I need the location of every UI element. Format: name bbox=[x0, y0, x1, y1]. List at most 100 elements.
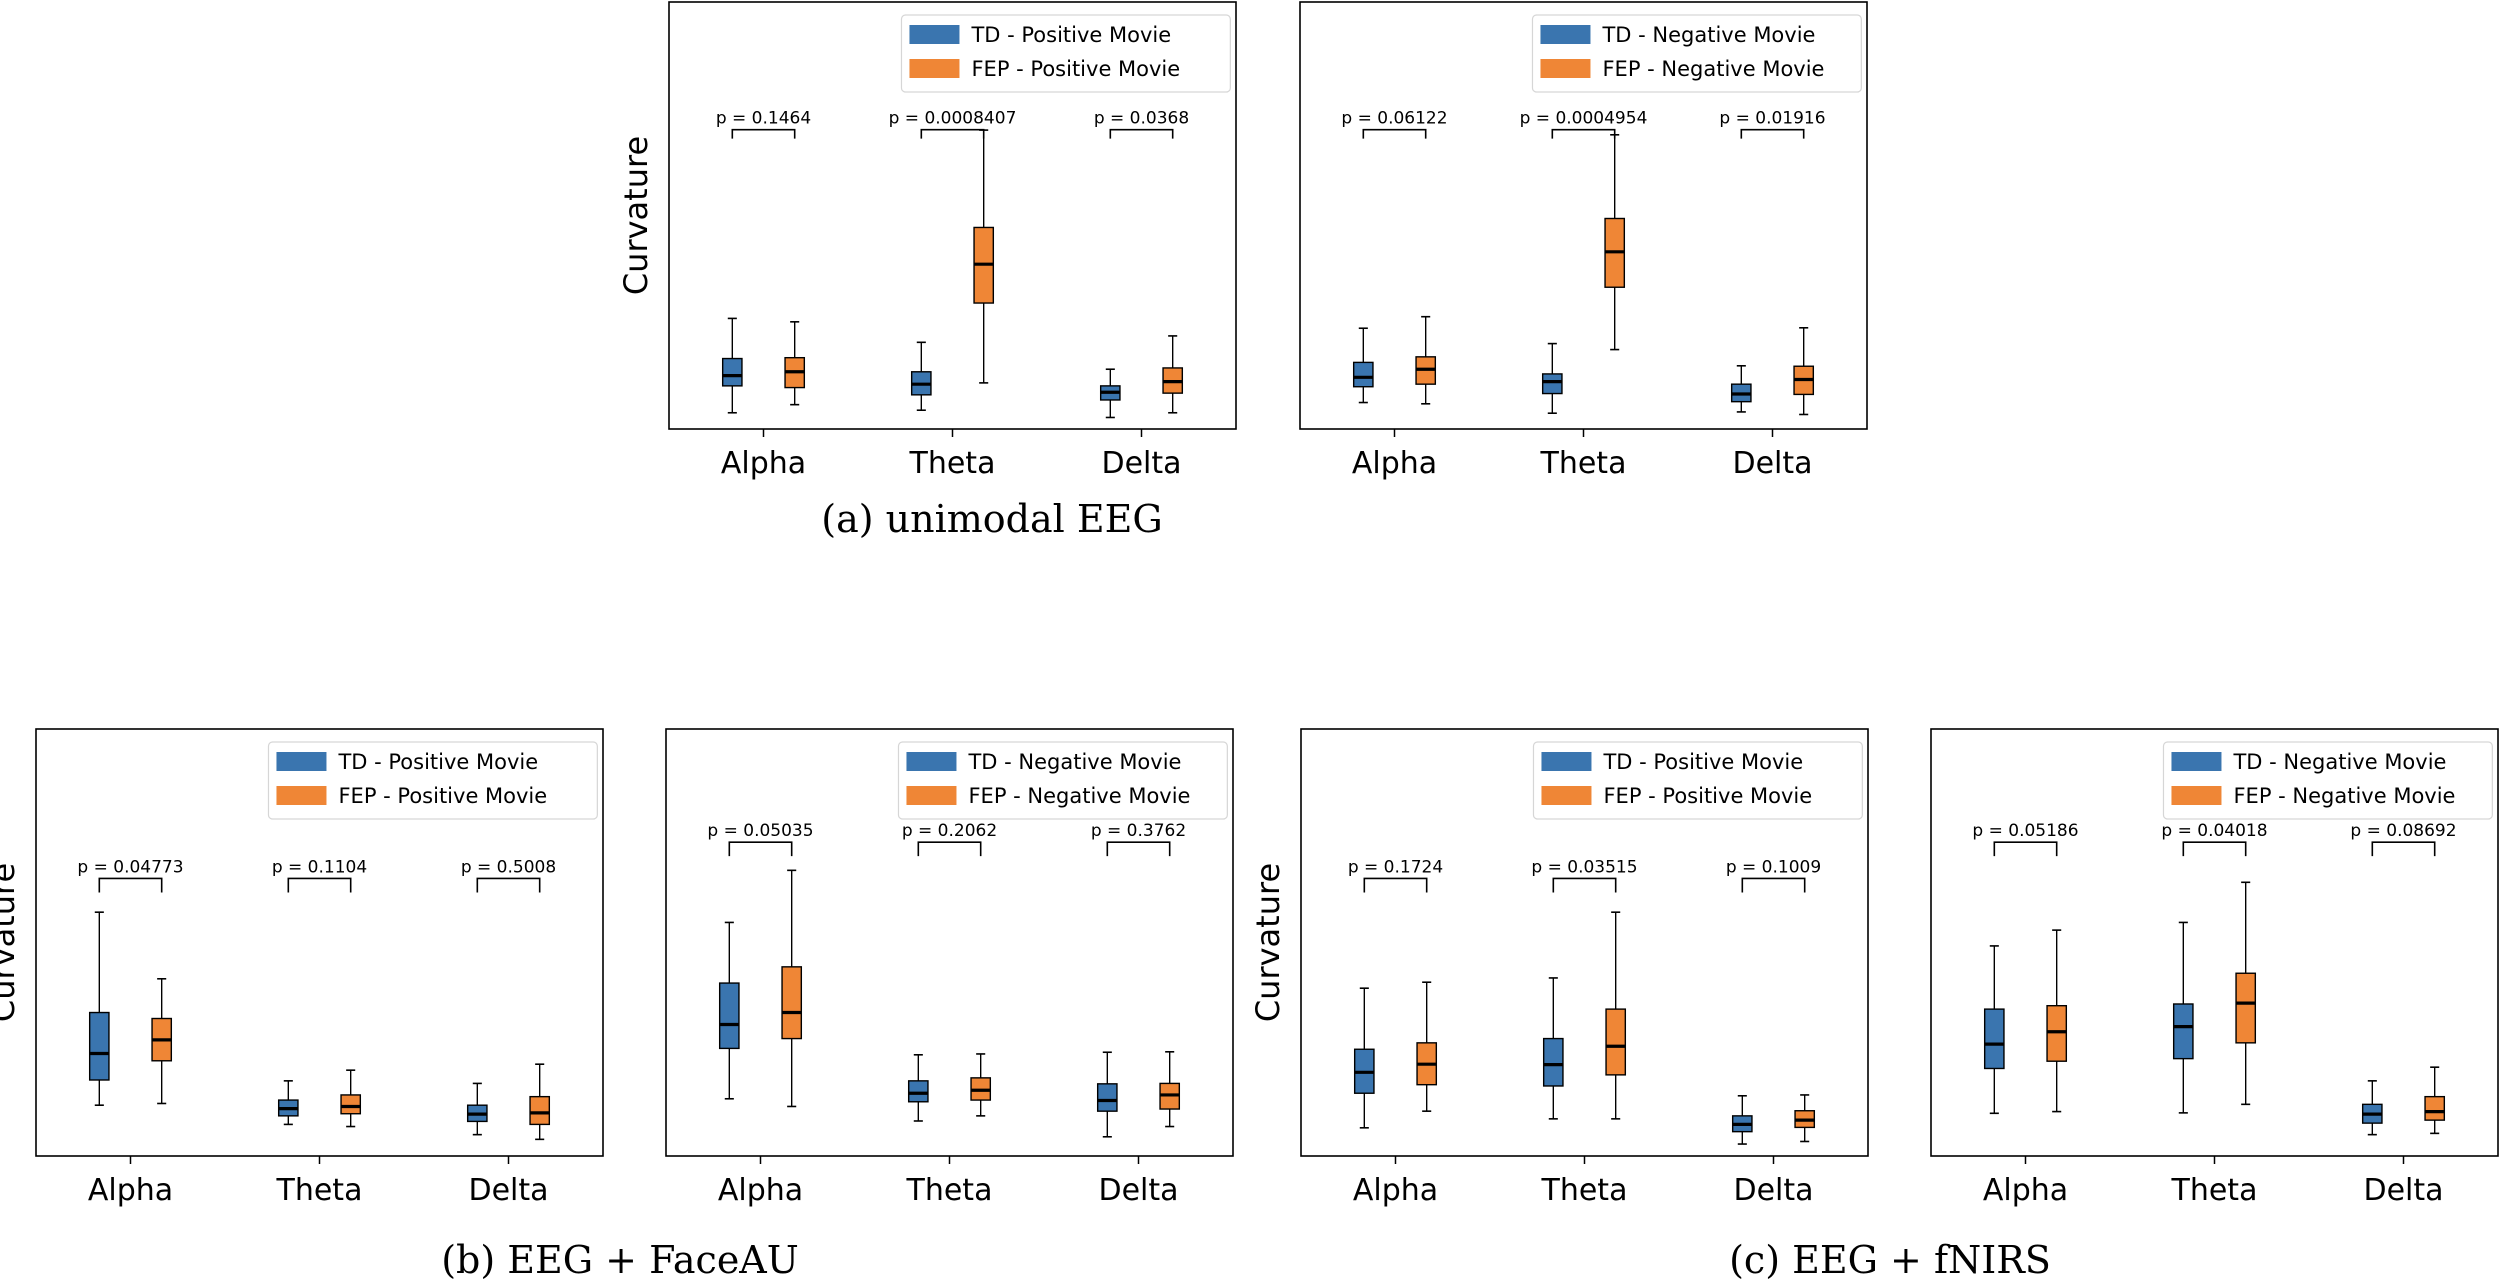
significance-bracket bbox=[2371, 841, 2436, 857]
box-td-alpha bbox=[88, 911, 110, 1106]
significance-bracket bbox=[920, 128, 985, 139]
box-fep-delta bbox=[2424, 1066, 2446, 1135]
iqr-box bbox=[340, 1094, 362, 1115]
x-tick-label: Alpha bbox=[721, 446, 806, 481]
box-td-delta bbox=[1099, 368, 1121, 419]
box-td-theta bbox=[1542, 977, 1564, 1120]
x-tick-label: Delta bbox=[1732, 446, 1812, 481]
box-td-theta bbox=[2172, 921, 2194, 1114]
box-fep-alpha bbox=[151, 977, 173, 1105]
p-value-label: p = 0.0008407 bbox=[889, 109, 1017, 129]
legend: TD - Positive Movie FEP - Positive Movie bbox=[1532, 741, 1863, 820]
p-value-label: p = 0.5008 bbox=[461, 857, 556, 877]
x-tick-label: Theta bbox=[909, 446, 996, 481]
legend-label: TD - Positive Movie bbox=[1602, 750, 1803, 774]
box-td-theta bbox=[907, 1054, 929, 1122]
significance-bracket bbox=[1740, 128, 1805, 139]
legend: TD - Positive Movie FEP - Positive Movie bbox=[267, 741, 598, 820]
p-value-label: p = 0.1104 bbox=[272, 857, 367, 877]
box-fep-delta bbox=[1794, 1094, 1816, 1143]
p-value-label: p = 0.08692 bbox=[2350, 821, 2456, 841]
x-tick-label: Theta bbox=[906, 1173, 993, 1208]
legend-swatch-td bbox=[276, 752, 327, 771]
significance-bracket bbox=[1363, 877, 1428, 893]
significance-bracket bbox=[1551, 128, 1616, 139]
legend-label: FEP - Negative Movie bbox=[968, 784, 1190, 808]
significance-bracket bbox=[1109, 128, 1174, 139]
p-value-label: p = 0.04773 bbox=[77, 857, 183, 877]
legend-swatch-td bbox=[906, 752, 957, 771]
legend-frame bbox=[267, 741, 598, 820]
box-fep-theta bbox=[1605, 911, 1627, 1120]
legend-label: TD - Negative Movie bbox=[967, 750, 1181, 774]
p-value-label: p = 0.1724 bbox=[1348, 857, 1443, 877]
significance-bracket bbox=[476, 877, 541, 893]
p-value-label: p = 0.0368 bbox=[1094, 109, 1189, 129]
significance-bracket bbox=[1741, 877, 1806, 893]
legend-swatch-td bbox=[909, 25, 960, 44]
iqr-box bbox=[1983, 1008, 2005, 1070]
iqr-box bbox=[2235, 972, 2257, 1044]
box-fep-alpha bbox=[784, 321, 806, 406]
legend-label: FEP - Positive Movie bbox=[338, 784, 547, 808]
legend-frame bbox=[1532, 741, 1863, 820]
iqr-box bbox=[529, 1095, 551, 1126]
iqr-box bbox=[907, 1080, 929, 1103]
significance-bracket bbox=[728, 841, 793, 857]
p-value-label: p = 0.1464 bbox=[716, 109, 811, 129]
p-value-label: p = 0.01916 bbox=[1719, 109, 1825, 129]
legend: TD - Negative Movie FEP - Negative Movie bbox=[2162, 741, 2493, 820]
significance-bracket bbox=[731, 128, 796, 139]
iqr-box bbox=[2424, 1095, 2446, 1121]
iqr-box bbox=[718, 982, 740, 1050]
significance-bracket bbox=[287, 877, 352, 893]
iqr-box bbox=[1605, 1008, 1627, 1076]
panel-c-1: Curvature Alpha Theta Delta p = 0.1724 p = 0.… bbox=[1249, 728, 1869, 1208]
y-axis-label: Curvature bbox=[617, 136, 655, 295]
box-fep-delta bbox=[1159, 1051, 1181, 1128]
box-fep-theta bbox=[340, 1069, 362, 1128]
legend-swatch-td bbox=[1541, 752, 1592, 771]
legend: TD - Positive Movie FEP - Positive Movie bbox=[900, 14, 1231, 93]
legend-frame bbox=[1531, 14, 1862, 93]
y-axis-label: Curvature bbox=[1249, 863, 1287, 1022]
significance-bracket bbox=[1552, 877, 1617, 893]
legend-frame bbox=[897, 741, 1228, 820]
panel-c-2: Alpha Theta Delta p = 0.05186 p = 0.04018 p =… bbox=[1930, 728, 2499, 1208]
box-fep-alpha bbox=[1415, 315, 1437, 405]
p-value-label: p = 0.06122 bbox=[1341, 109, 1447, 129]
box-td-delta bbox=[1096, 1051, 1118, 1138]
box-fep-alpha bbox=[1416, 981, 1438, 1112]
x-tick-label: Delta bbox=[1098, 1173, 1178, 1208]
significance-bracket bbox=[1362, 128, 1427, 139]
legend-label: TD - Positive Movie bbox=[337, 750, 538, 774]
box-td-alpha bbox=[1983, 945, 2005, 1115]
x-tick-label: Alpha bbox=[718, 1173, 803, 1208]
p-value-label: p = 0.3762 bbox=[1091, 821, 1186, 841]
iqr-box bbox=[2046, 1004, 2068, 1062]
box-fep-delta bbox=[529, 1063, 551, 1141]
box-fep-alpha bbox=[781, 869, 803, 1108]
p-value-label: p = 0.03515 bbox=[1531, 857, 1637, 877]
p-value-label: p = 0.1009 bbox=[1726, 857, 1821, 877]
box-td-delta bbox=[1731, 1094, 1753, 1145]
box-fep-theta bbox=[2235, 881, 2257, 1106]
x-tick-label: Theta bbox=[1540, 446, 1627, 481]
p-value-label: p = 0.0004954 bbox=[1520, 109, 1648, 129]
box-td-theta bbox=[277, 1080, 299, 1126]
legend: TD - Negative Movie FEP - Negative Movie bbox=[1531, 14, 1862, 93]
panel-a-2: Alpha Theta Delta p = 0.06122 p = 0.0004954 p… bbox=[1299, 1, 1868, 481]
box-fep-alpha bbox=[2046, 929, 2068, 1113]
box-td-theta bbox=[1541, 342, 1563, 415]
caption-b: (b) EEG + FaceAU bbox=[441, 1238, 799, 1282]
x-tick-label: Alpha bbox=[1353, 1173, 1438, 1208]
box-fep-theta bbox=[970, 1053, 992, 1117]
x-tick-label: Delta bbox=[1733, 1173, 1813, 1208]
caption-c: (c) EEG + fNIRS bbox=[1729, 1238, 2051, 1282]
box-fep-theta bbox=[1604, 133, 1626, 351]
legend-frame bbox=[900, 14, 1231, 93]
legend: TD - Negative Movie FEP - Negative Movie bbox=[897, 741, 1228, 820]
iqr-box bbox=[721, 357, 743, 387]
box-fep-theta bbox=[973, 129, 995, 384]
